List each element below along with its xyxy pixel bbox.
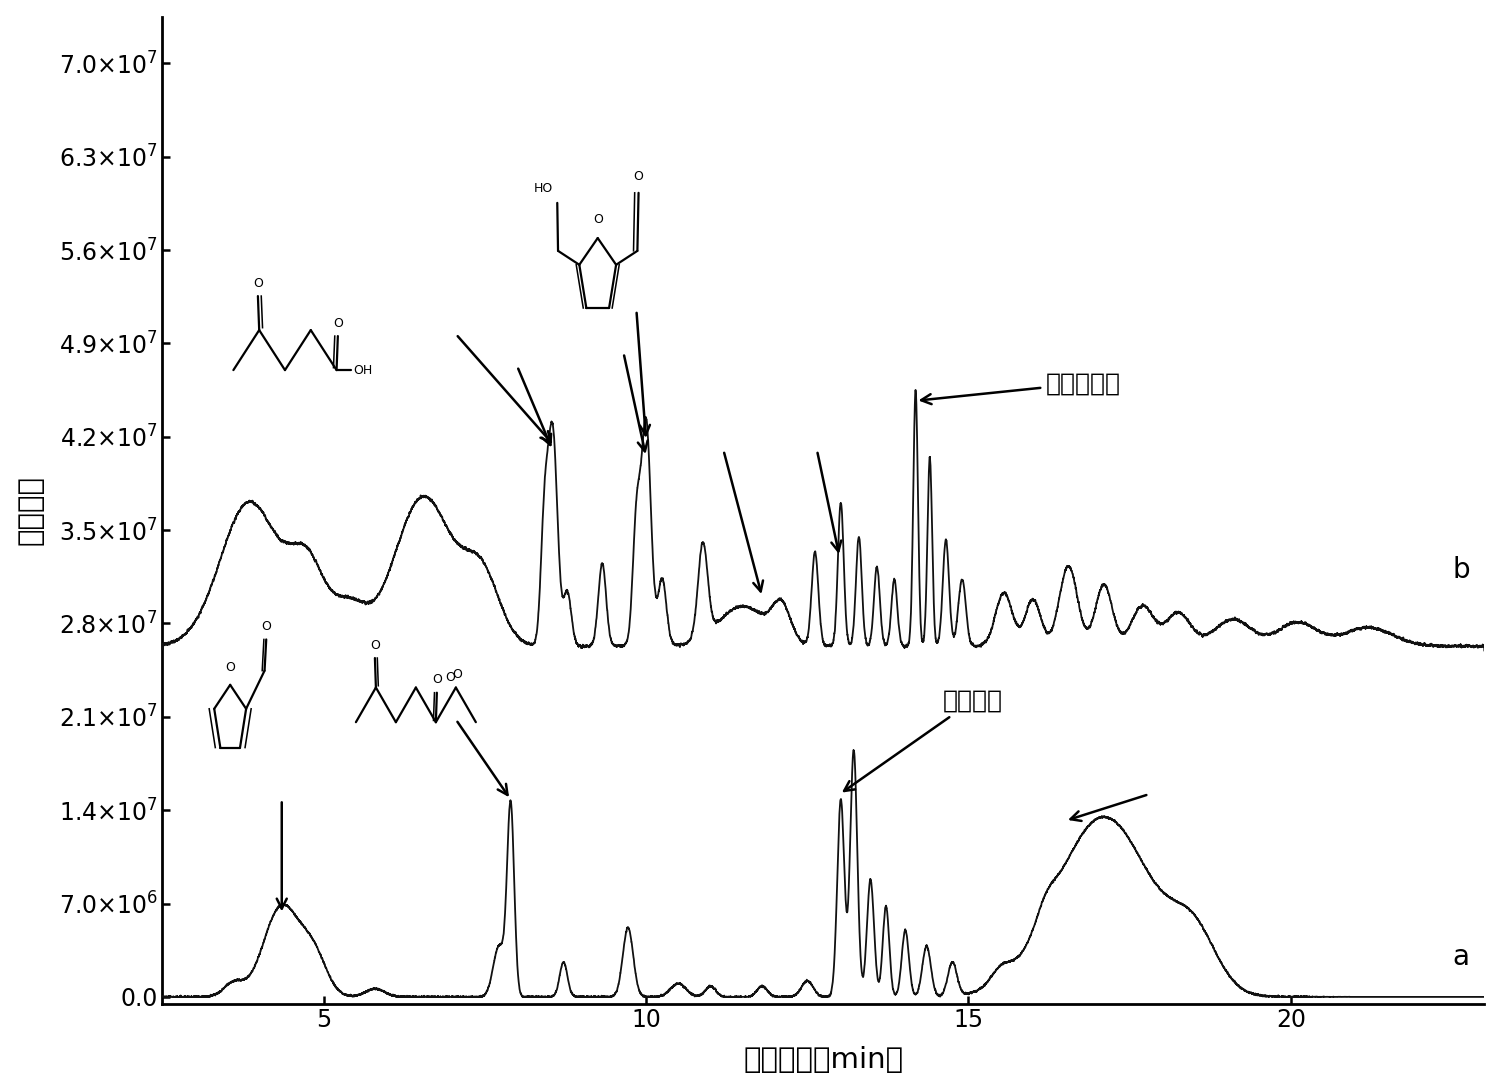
X-axis label: 保留时间（min）: 保留时间（min）	[743, 1046, 904, 1075]
Y-axis label: 离子强度: 离子强度	[17, 475, 45, 546]
Text: OH: OH	[353, 363, 372, 376]
Text: O: O	[369, 639, 380, 651]
Text: O: O	[432, 673, 441, 686]
Text: O: O	[633, 170, 644, 183]
Text: O: O	[261, 620, 272, 633]
Text: 酚类化合物: 酚类化合物	[922, 371, 1121, 404]
Text: O: O	[225, 661, 236, 674]
Text: HO: HO	[533, 182, 552, 195]
Text: O: O	[452, 668, 462, 681]
Text: O: O	[444, 671, 455, 684]
Text: O: O	[333, 317, 342, 331]
Text: 甲基糖苷: 甲基糖苷	[844, 688, 1003, 791]
Text: O: O	[593, 214, 603, 227]
Text: O: O	[254, 277, 263, 290]
Text: b: b	[1451, 556, 1469, 584]
Text: a: a	[1451, 943, 1469, 971]
